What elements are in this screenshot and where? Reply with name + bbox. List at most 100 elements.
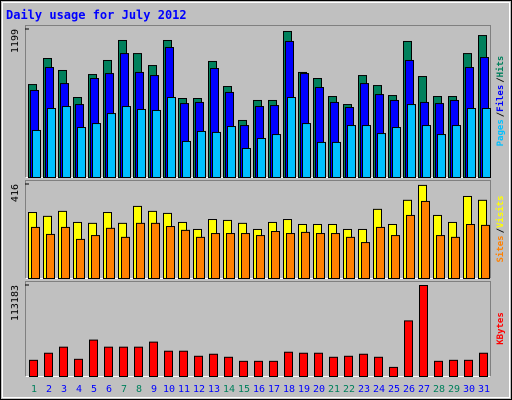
x-tick-label: 12 [193,384,205,395]
bar [481,224,490,279]
bar [224,356,233,377]
legend-entry: Sites [495,235,506,262]
bar [377,133,386,179]
bar [302,123,311,178]
y-tick-label: 416 [10,184,21,202]
bar [346,236,355,279]
x-tick-label: 1 [31,384,37,395]
bar [482,107,491,178]
bar [466,223,475,279]
legend-separator: / [496,77,506,82]
bar [106,227,115,279]
bar [479,352,488,378]
bar [374,356,383,377]
bar [59,346,68,377]
bar [134,346,143,377]
bar [31,226,40,279]
bar [211,233,220,280]
bar [242,147,251,178]
bar [212,131,221,178]
bar [46,233,55,279]
legend-separator: / [496,112,506,117]
bar [107,113,116,178]
bar [301,231,310,279]
x-tick-label: 20 [313,384,325,395]
bar [299,352,308,378]
bar [329,356,338,377]
bar [179,350,188,377]
x-tick-label: 18 [283,384,295,395]
x-tick-label: 5 [91,384,97,395]
legend-entry: Visits [495,195,506,228]
bar [464,359,473,377]
bar [239,360,248,377]
bar [181,229,190,279]
bar [32,129,41,178]
x-tick-label: 15 [238,384,250,395]
x-tick-label: 22 [343,384,355,395]
legend-entry: Hits [495,56,506,78]
bar [227,126,236,178]
bar [44,352,53,378]
x-tick-label: 29 [448,384,460,395]
bar [76,238,85,280]
x-tick-label: 8 [136,384,142,395]
bar [287,97,296,178]
bar [226,233,235,280]
bar [61,226,70,279]
x-tick-label: 13 [208,384,220,395]
x-tick-label: 14 [223,384,235,395]
bar [419,285,428,377]
bar [166,226,175,279]
bar [347,125,356,179]
bar [436,235,445,279]
y-tick-label: 1199 [10,29,21,53]
bar [331,233,340,280]
legend-entry: Pages [496,119,506,146]
x-tick-label: 26 [403,384,415,395]
x-tick-label: 27 [418,384,430,395]
x-tick-label: 6 [106,384,112,395]
bar [137,108,146,178]
bar [122,106,131,178]
bar [451,236,460,279]
x-tick-label: 21 [328,384,340,395]
bar [452,125,461,179]
bar [149,341,158,378]
bar [392,127,401,178]
bar [316,233,325,280]
bar [314,352,323,378]
bar [121,236,130,279]
bar [209,353,218,378]
legend: KBytes [496,312,506,345]
bar [344,355,353,377]
legend-entry: Files [495,85,506,112]
bar [119,346,128,377]
x-tick-label: 28 [433,384,445,395]
bar [286,233,295,280]
x-tick-label: 19 [298,384,310,395]
x-tick-label: 4 [76,384,82,395]
bar [359,353,368,378]
bar [269,360,278,377]
bar [91,235,100,279]
x-tick-label: 23 [358,384,370,395]
bar [151,222,160,280]
bar [434,360,443,377]
bar [47,107,56,178]
legend-separator: / [496,228,506,233]
legend-entry: KBytes [496,312,506,345]
bar [164,350,173,377]
bar [317,141,326,179]
x-tick-label: 3 [61,384,67,395]
bar [272,134,281,178]
bar [422,125,431,179]
bar [407,104,416,178]
bar [29,359,38,377]
bar [389,366,398,377]
x-tick-label: 2 [46,384,52,395]
bar [136,222,145,280]
